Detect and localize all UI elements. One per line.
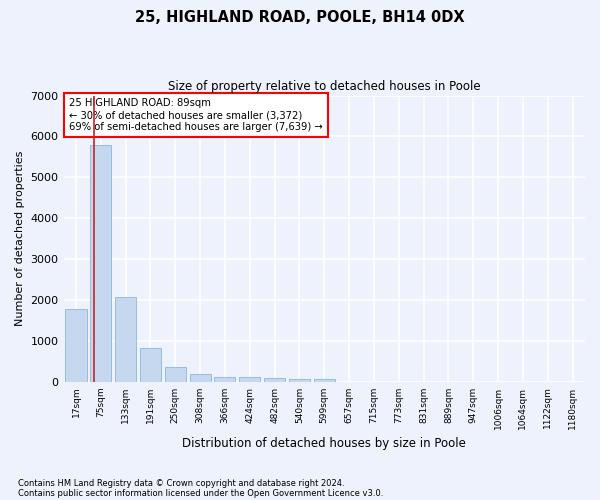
Title: Size of property relative to detached houses in Poole: Size of property relative to detached ho… (168, 80, 481, 93)
Text: Contains public sector information licensed under the Open Government Licence v3: Contains public sector information licen… (18, 488, 383, 498)
Bar (115, 298, 136, 382)
Text: 25, HIGHLAND ROAD, POOLE, BH14 0DX: 25, HIGHLAND ROAD, POOLE, BH14 0DX (135, 10, 465, 25)
Bar (90, 144, 112, 382)
Bar (214, 376, 235, 382)
Bar (289, 379, 310, 382)
Bar (314, 379, 335, 382)
Bar (165, 368, 186, 382)
Text: Contains HM Land Registry data © Crown copyright and database right 2024.: Contains HM Land Registry data © Crown c… (18, 478, 344, 488)
Bar (264, 378, 285, 382)
Bar (239, 377, 260, 382)
Y-axis label: Number of detached properties: Number of detached properties (15, 151, 25, 326)
X-axis label: Distribution of detached houses by size in Poole: Distribution of detached houses by size … (182, 437, 466, 450)
Text: 25 HIGHLAND ROAD: 89sqm
← 30% of detached houses are smaller (3,372)
69% of semi: 25 HIGHLAND ROAD: 89sqm ← 30% of detache… (69, 98, 323, 132)
Bar (190, 374, 211, 382)
Bar (140, 348, 161, 382)
Bar (65, 309, 86, 382)
